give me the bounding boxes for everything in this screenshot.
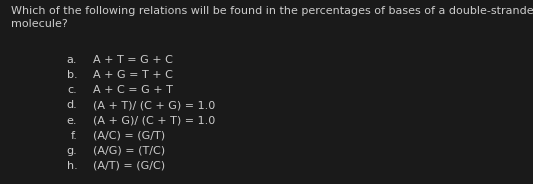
Text: g.: g. (67, 146, 77, 156)
Text: A + T = G + C: A + T = G + C (93, 55, 173, 65)
Text: c.: c. (68, 85, 77, 95)
Text: e.: e. (67, 116, 77, 125)
Text: (A + G)/ (C + T) = 1.0: (A + G)/ (C + T) = 1.0 (93, 116, 215, 125)
Text: (A/T) = (G/C): (A/T) = (G/C) (93, 161, 165, 171)
Text: Which of the following relations will be found in the percentages of bases of a : Which of the following relations will be… (11, 6, 533, 29)
Text: d.: d. (67, 100, 77, 110)
Text: (A + T)/ (C + G) = 1.0: (A + T)/ (C + G) = 1.0 (93, 100, 215, 110)
Text: b.: b. (67, 70, 77, 80)
Text: a.: a. (67, 55, 77, 65)
Text: A + C = G + T: A + C = G + T (93, 85, 173, 95)
Text: (A/G) = (T/C): (A/G) = (T/C) (93, 146, 165, 156)
Text: (A/C) = (G/T): (A/C) = (G/T) (93, 131, 165, 141)
Text: h.: h. (67, 161, 77, 171)
Text: A + G = T + C: A + G = T + C (93, 70, 173, 80)
Text: f.: f. (70, 131, 77, 141)
